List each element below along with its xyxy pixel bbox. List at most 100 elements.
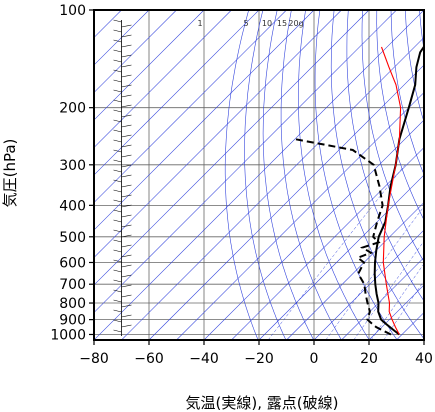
wind-barb — [121, 74, 132, 78]
wind-barb — [121, 54, 132, 58]
isotherm-line — [341, 257, 424, 340]
x-tick-label: 0 — [310, 351, 319, 367]
wind-barb — [113, 239, 122, 243]
wind-barb — [121, 294, 132, 298]
dry-adiabat-line — [330, 10, 424, 340]
isotherm-line — [203, 119, 424, 340]
wind-barb — [121, 234, 132, 238]
dry-adiabat-line — [262, 10, 314, 340]
wind-barb — [113, 109, 122, 113]
isotherm-line — [286, 202, 424, 340]
mixing-ratio-labels: 1 5 10 15 20g — [197, 19, 303, 28]
wind-barb — [113, 149, 122, 153]
wind-barb — [113, 99, 122, 103]
wind-barb — [113, 269, 122, 273]
wind-barb — [113, 209, 122, 213]
isotherm-line — [94, 10, 342, 258]
wind-barb — [113, 179, 122, 183]
isotherm-line — [176, 92, 424, 340]
wind-barb — [121, 34, 132, 38]
wind-barb — [113, 39, 122, 43]
y-tick-label: 1000 — [50, 327, 86, 343]
dry-adiabat-line — [244, 10, 287, 340]
mixing-ratio-line — [383, 280, 424, 340]
isotherm-line — [148, 64, 424, 340]
wind-barb — [113, 49, 122, 53]
wind-barb — [121, 104, 132, 108]
wind-barb — [121, 94, 132, 98]
y-tick-label: 100 — [59, 3, 86, 19]
wind-barb — [121, 204, 132, 208]
mixing-ratio-line — [267, 164, 406, 340]
wind-barbs — [113, 19, 132, 336]
wind-barb — [121, 324, 132, 328]
isotherm-line — [94, 10, 260, 176]
y-tick-label: 600 — [59, 255, 86, 271]
wind-barb — [121, 84, 132, 88]
x-tick-label: −60 — [134, 351, 164, 367]
wind-barb — [113, 59, 122, 63]
isotherm-line — [313, 229, 424, 340]
wind-barb — [113, 329, 122, 333]
wind-barb — [113, 19, 122, 23]
y-tick-label: 700 — [59, 277, 86, 293]
mixing-ratio-label: 20g — [288, 19, 303, 28]
wind-barb — [121, 314, 132, 318]
wind-barb — [121, 44, 132, 48]
x-ticks: −80 −60 −40 −20 0 20 40 — [79, 340, 433, 367]
dewpoint-line — [294, 138, 392, 336]
wind-barb — [113, 199, 122, 203]
wind-barb — [121, 264, 132, 268]
x-tick-label: 40 — [415, 351, 433, 367]
wind-barb — [121, 114, 132, 118]
wind-barb — [121, 214, 132, 218]
dry-adiabat-line — [390, 10, 424, 176]
wind-barb — [113, 79, 122, 83]
dry-adiabat-line — [224, 10, 259, 340]
wind-barb — [121, 144, 132, 148]
wind-barb — [121, 174, 132, 178]
isopleth-layer — [94, 10, 424, 340]
wind-barb — [113, 219, 122, 223]
wind-barb — [113, 279, 122, 283]
wind-barb — [121, 304, 132, 308]
dry-adiabat-line — [376, 10, 424, 221]
wind-barb — [121, 124, 132, 128]
x-tick-label: −20 — [244, 351, 274, 367]
wind-barb — [113, 29, 122, 33]
x-tick-label: 20 — [360, 351, 378, 367]
wind-barb — [113, 289, 122, 293]
isotherm-line — [423, 339, 424, 340]
wind-barb — [113, 89, 122, 93]
y-tick-label: 200 — [59, 101, 86, 117]
mixing-ratio-line — [325, 206, 424, 340]
wind-barb — [113, 159, 122, 163]
dry-adiabat-line — [280, 10, 342, 340]
wind-barb — [113, 319, 122, 323]
isotherm-line — [94, 10, 232, 148]
wind-barb — [121, 164, 132, 168]
mixing-ratio-label: 1 — [197, 19, 202, 28]
series-layer — [294, 44, 424, 336]
wind-barb — [121, 24, 132, 28]
y-tick-label: 800 — [59, 296, 86, 312]
wind-barb — [113, 139, 122, 143]
wind-barb — [121, 194, 132, 198]
wind-barb — [121, 244, 132, 248]
x-tick-label: −80 — [79, 351, 109, 367]
wind-barb — [113, 69, 122, 73]
wind-barb — [113, 259, 122, 263]
y-tick-label: 500 — [59, 230, 86, 246]
wind-barb — [121, 154, 132, 158]
wind-barb — [121, 64, 132, 68]
mixing-ratio-line — [353, 240, 424, 340]
wind-barb — [121, 134, 132, 138]
wind-barb — [121, 274, 132, 278]
x-tick-label: −40 — [189, 351, 219, 367]
y-tick-label: 400 — [59, 198, 86, 214]
isotherm-line — [94, 10, 370, 286]
dry-adiabat-line — [298, 10, 370, 340]
wind-barb — [121, 254, 132, 258]
wind-barb — [113, 129, 122, 133]
